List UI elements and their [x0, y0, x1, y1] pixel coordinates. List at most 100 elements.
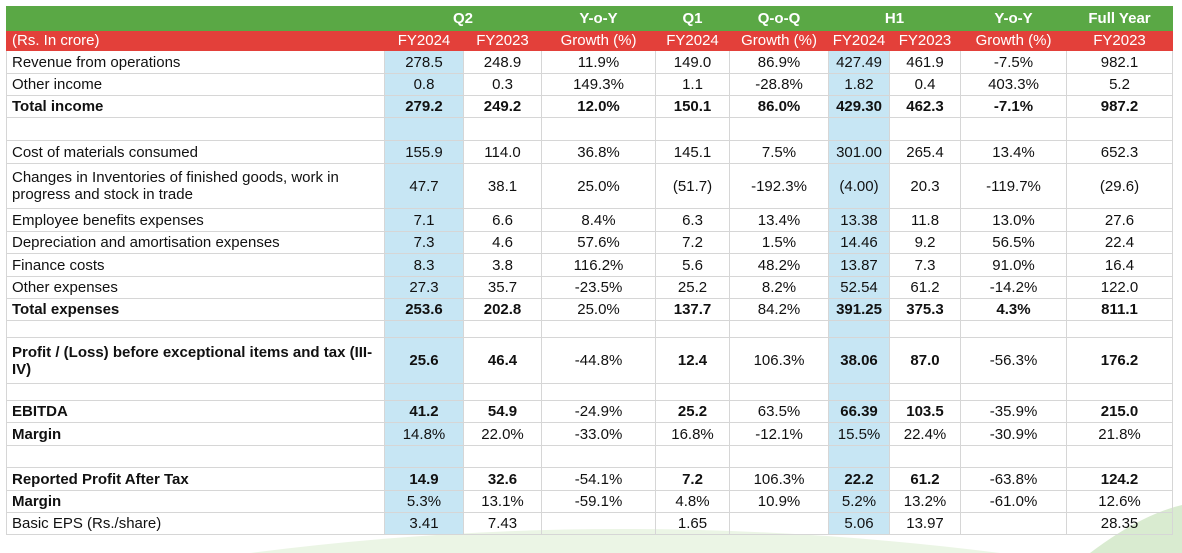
row-label: Cost of materials consumed [6, 140, 385, 164]
sub-q1-fy2024: FY2024 [655, 30, 731, 51]
table-cell: 114.0 [462, 140, 543, 164]
sub-q2-fy2023: FY2023 [462, 30, 543, 51]
table-row: Cost of materials consumed 155.9 114.0 36.8… [6, 140, 1174, 164]
spacer-cell [384, 383, 464, 401]
table-cell: 13.0% [960, 208, 1068, 232]
table-cell: 21.8% [1066, 422, 1174, 446]
table-cell: 63.5% [729, 400, 830, 423]
table-cell: 12.0% [541, 95, 657, 118]
row-label: Profit / (Loss) before exceptional items… [6, 337, 385, 384]
spacer-row [6, 445, 1174, 468]
table-cell: 13.2% [889, 490, 962, 513]
table-cell: -33.0% [541, 422, 657, 446]
spacer-cell [1066, 445, 1174, 468]
table-cell: (4.00) [828, 163, 891, 209]
table-cell: -63.8% [960, 467, 1068, 491]
table-cell: 56.5% [960, 231, 1068, 254]
table-cell: 6.6 [462, 208, 543, 232]
table-cell: 14.46 [828, 231, 891, 254]
table-cell: 84.2% [729, 298, 830, 321]
spacer-cell [462, 320, 543, 338]
table-cell: 6.3 [655, 208, 731, 232]
spacer-cell [655, 117, 731, 141]
table-cell: 3.8 [462, 253, 543, 277]
table-cell: 301.00 [828, 140, 891, 164]
table-cell: 27.3 [384, 276, 464, 299]
spacer-cell [6, 445, 385, 468]
sub-h1-growth: Growth (%) [960, 30, 1068, 51]
spacer-cell [384, 320, 464, 338]
table-cell: 13.4% [729, 208, 830, 232]
sub-yoy-growth: Growth (%) [541, 30, 657, 51]
table-cell: 7.2 [655, 467, 731, 491]
table-cell: 9.2 [889, 231, 962, 254]
spacer-cell [729, 383, 830, 401]
table-cell: 25.0% [541, 298, 657, 321]
table-cell: 7.43 [462, 512, 543, 535]
table-cell: 1.1 [655, 73, 731, 96]
table-cell: -61.0% [960, 490, 1068, 513]
table-row: Changes in Inventories of finished goods… [6, 163, 1174, 209]
table-cell: 375.3 [889, 298, 962, 321]
table-cell: -192.3% [729, 163, 830, 209]
spacer-cell [655, 383, 731, 401]
table-cell: -12.1% [729, 422, 830, 446]
spacer-row [6, 320, 1174, 338]
spacer-cell [462, 117, 543, 141]
financial-results-table: Q2 Y-o-Y Q1 Q-o-Q H1 Y-o-Y Full Year (Rs… [6, 6, 1174, 535]
table-cell: 391.25 [828, 298, 891, 321]
table-cell: 106.3% [729, 467, 830, 491]
header-full-year: Full Year [1066, 6, 1174, 31]
table-row: Other expenses 27.3 35.7 -23.5% 25.2 8.2% 52.5… [6, 276, 1174, 299]
sub-q2-fy2024: FY2024 [384, 30, 464, 51]
table-cell: 215.0 [1066, 400, 1174, 423]
table-cell: 61.2 [889, 276, 962, 299]
table-cell: 36.8% [541, 140, 657, 164]
table-cell: 14.9 [384, 467, 464, 491]
table-cell: 13.87 [828, 253, 891, 277]
table-cell: -59.1% [541, 490, 657, 513]
table-cell [729, 512, 830, 535]
table-cell: -44.8% [541, 337, 657, 384]
header-yoy-q: Y-o-Y [541, 6, 657, 31]
table-cell: 5.06 [828, 512, 891, 535]
table-cell: 15.5% [828, 422, 891, 446]
table-cell: 35.7 [462, 276, 543, 299]
table-row: Margin 14.8% 22.0% -33.0% 16.8% -12.1% 15.5% 22… [6, 422, 1174, 446]
table-cell: 5.3% [384, 490, 464, 513]
table-cell: 265.4 [889, 140, 962, 164]
table-cell: 137.7 [655, 298, 731, 321]
spacer-cell [729, 117, 830, 141]
table-row: Total expenses 253.6 202.8 25.0% 137.7 84.2% 3… [6, 298, 1174, 321]
table-cell: 86.0% [729, 95, 830, 118]
table-row: Margin 5.3% 13.1% -59.1% 4.8% 10.9% 5.2% 13.2% -… [6, 490, 1174, 513]
header-blank [6, 6, 385, 31]
table-cell: 4.6 [462, 231, 543, 254]
table-cell: 7.5% [729, 140, 830, 164]
table-cell: 253.6 [384, 298, 464, 321]
table-cell: 38.06 [828, 337, 891, 384]
spacer-cell [6, 117, 385, 141]
table-cell: 7.1 [384, 208, 464, 232]
spacer-cell [541, 445, 657, 468]
spacer-cell [384, 117, 464, 141]
table-cell: 4.3% [960, 298, 1068, 321]
table-cell: -23.5% [541, 276, 657, 299]
table-cell: 32.6 [462, 467, 543, 491]
table-cell: 27.6 [1066, 208, 1174, 232]
spacer-cell [462, 383, 543, 401]
table-cell: 52.54 [828, 276, 891, 299]
spacer-cell [655, 320, 731, 338]
spacer-cell [828, 445, 891, 468]
table-row: Employee benefits expenses 7.1 6.6 8.4% 6.3 1… [6, 208, 1174, 232]
spacer-cell [889, 320, 962, 338]
spacer-cell [1066, 320, 1174, 338]
table-cell: 28.35 [1066, 512, 1174, 535]
sub-full-year-fy2023: FY2023 [1066, 30, 1174, 51]
table-cell: 0.8 [384, 73, 464, 96]
table-cell: 106.3% [729, 337, 830, 384]
table-cell: (29.6) [1066, 163, 1174, 209]
table-cell: 41.2 [384, 400, 464, 423]
spacer-cell [828, 383, 891, 401]
table-cell: 57.6% [541, 231, 657, 254]
